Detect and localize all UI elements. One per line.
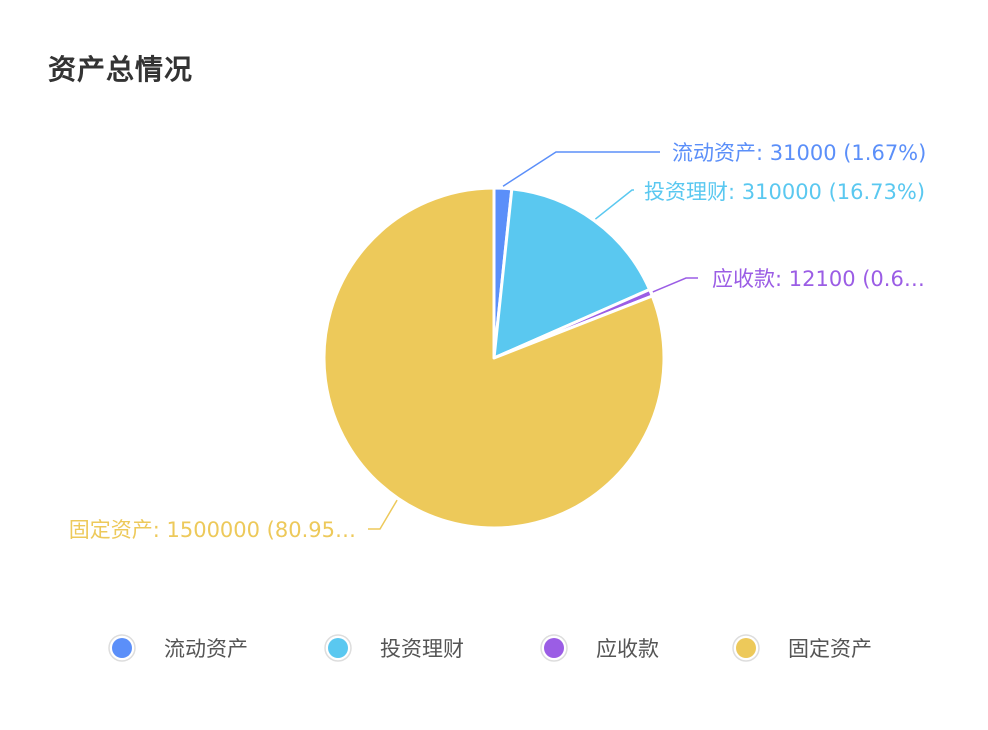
legend-marker — [328, 638, 348, 658]
data-label-2: 投资理财: 310000 (16.73%) — [644, 180, 925, 204]
leader-line-3 — [652, 277, 698, 293]
data-label-1: 流动资产: 31000 (1.67%) — [672, 141, 926, 165]
legend-item-2[interactable]: 投资理财 — [324, 634, 464, 662]
legend-marker — [112, 638, 132, 658]
leader-lines — [368, 151, 698, 530]
legend-label: 流动资产 — [164, 637, 248, 661]
leader-line-4 — [368, 499, 398, 530]
legend-label: 固定资产 — [788, 637, 872, 661]
legend-marker — [544, 638, 564, 658]
legend-item-1[interactable]: 流动资产 — [108, 634, 248, 662]
pie-slice-2[interactable] — [492, 187, 652, 360]
data-labels: 流动资产: 31000 (1.67%) 投资理财: 310000 (16.73%)… — [69, 141, 927, 542]
legend[interactable]: 流动资产 投资理财 应收款 固定资产 — [108, 634, 872, 662]
pie-slice-4[interactable] — [322, 186, 666, 530]
data-label-4: 固定资产: 1500000 (80.95… — [69, 518, 356, 542]
data-label-3: 应收款: 12100 (0.6… — [712, 267, 925, 291]
legend-item-3[interactable]: 应收款 — [540, 634, 659, 662]
legend-marker — [736, 638, 756, 658]
pie-slices — [322, 186, 666, 530]
legend-label: 投资理财 — [380, 637, 464, 661]
leader-line-1 — [502, 151, 660, 187]
legend-item-4[interactable]: 固定资产 — [732, 634, 872, 662]
legend-label: 应收款 — [596, 637, 659, 661]
leader-line-2 — [594, 189, 634, 220]
chart-title: 资产总情况 — [48, 53, 194, 86]
